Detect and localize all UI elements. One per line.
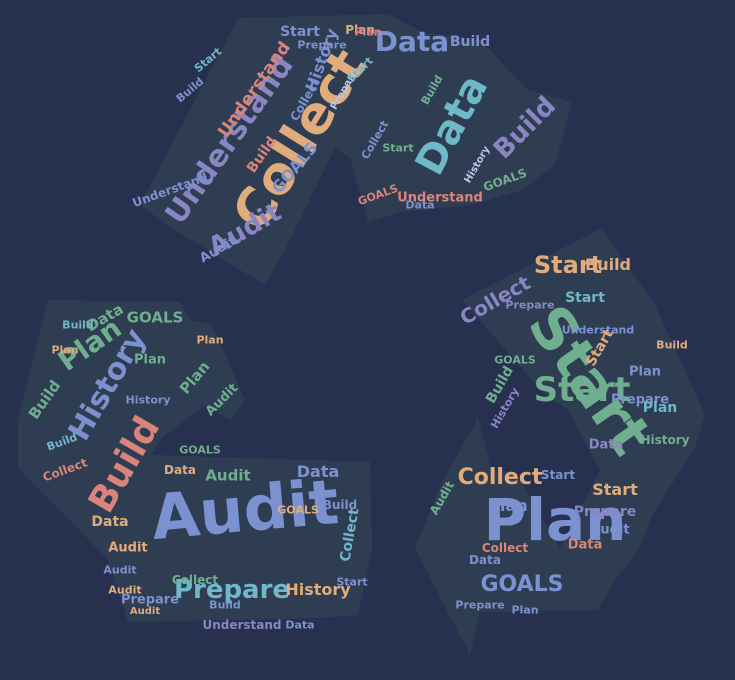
word-collect: Collect bbox=[457, 465, 543, 490]
word-data: Data bbox=[285, 618, 315, 632]
word-goals: GOALS bbox=[277, 503, 319, 517]
word-data: Data bbox=[374, 25, 450, 58]
word-prepare: Prepare bbox=[455, 598, 505, 612]
word-data: Data bbox=[567, 537, 603, 553]
word-build: Build bbox=[62, 318, 94, 332]
word-build: Build bbox=[656, 338, 688, 352]
word-audit: Audit bbox=[103, 563, 137, 577]
word-plan: Plan bbox=[133, 352, 167, 368]
word-start: Start bbox=[565, 290, 605, 306]
word-understand: Understand bbox=[397, 190, 483, 206]
word-plan: Plan bbox=[511, 603, 539, 617]
word-data: Data bbox=[296, 462, 340, 481]
word-audit: Audit bbox=[108, 583, 142, 597]
word-understand: Understand bbox=[202, 618, 282, 632]
word-data: Data bbox=[91, 514, 129, 530]
word-start: Start bbox=[540, 468, 576, 482]
word-history: History bbox=[285, 580, 351, 599]
recycle-arrow-top bbox=[140, 14, 572, 285]
word-prepare: Prepare bbox=[610, 392, 670, 408]
word-build: Build bbox=[584, 255, 632, 274]
word-build: Build bbox=[449, 34, 491, 50]
word-start: Start bbox=[336, 575, 368, 589]
word-plan: Plan bbox=[483, 486, 627, 554]
word-plan: Plan bbox=[345, 23, 375, 37]
word-goals: GOALS bbox=[179, 443, 221, 457]
word-data: Data bbox=[405, 198, 435, 212]
word-prepare: Prepare bbox=[297, 38, 347, 52]
word-history: History bbox=[125, 393, 171, 407]
word-plan: Plan bbox=[642, 400, 678, 416]
word-understand: Understand bbox=[561, 323, 635, 337]
word-start: Start bbox=[592, 480, 638, 499]
word-prepare: Prepare bbox=[120, 592, 180, 608]
word-plan: Plan bbox=[354, 25, 382, 39]
word-start: Start bbox=[382, 141, 414, 155]
word-plan: Plan bbox=[51, 343, 79, 357]
word-audit: Audit bbox=[590, 522, 630, 538]
word-history: History bbox=[640, 433, 690, 447]
word-data: Data bbox=[469, 553, 501, 567]
word-build: Build bbox=[322, 498, 358, 512]
word-plan: Plan bbox=[196, 333, 224, 347]
word-audit: Audit bbox=[205, 466, 251, 485]
word-data: Data bbox=[588, 437, 624, 453]
word-start: Start bbox=[533, 251, 603, 279]
recycle-arrow-left bbox=[18, 300, 372, 622]
word-collect: Collect bbox=[171, 573, 219, 587]
word-goals: GOALS bbox=[494, 353, 536, 367]
word-goals: GOALS bbox=[126, 308, 184, 327]
word-data: Data bbox=[164, 463, 196, 477]
word-prepare: Prepare bbox=[573, 504, 637, 520]
word-plan: Plan bbox=[488, 496, 528, 515]
word-start: Start bbox=[533, 370, 631, 410]
word-collect: Collect bbox=[481, 541, 529, 555]
word-plan: Plan bbox=[628, 364, 662, 380]
word-audit: Audit bbox=[108, 540, 148, 556]
word-prepare: Prepare bbox=[505, 298, 555, 312]
word-prepare: Prepare bbox=[173, 575, 291, 605]
word-build: Build bbox=[209, 598, 241, 612]
recycle-arrow-right bbox=[415, 228, 705, 655]
word-goals: GOALS bbox=[480, 572, 564, 597]
word-start: Start bbox=[280, 24, 320, 40]
word-audit: Audit bbox=[129, 606, 161, 617]
